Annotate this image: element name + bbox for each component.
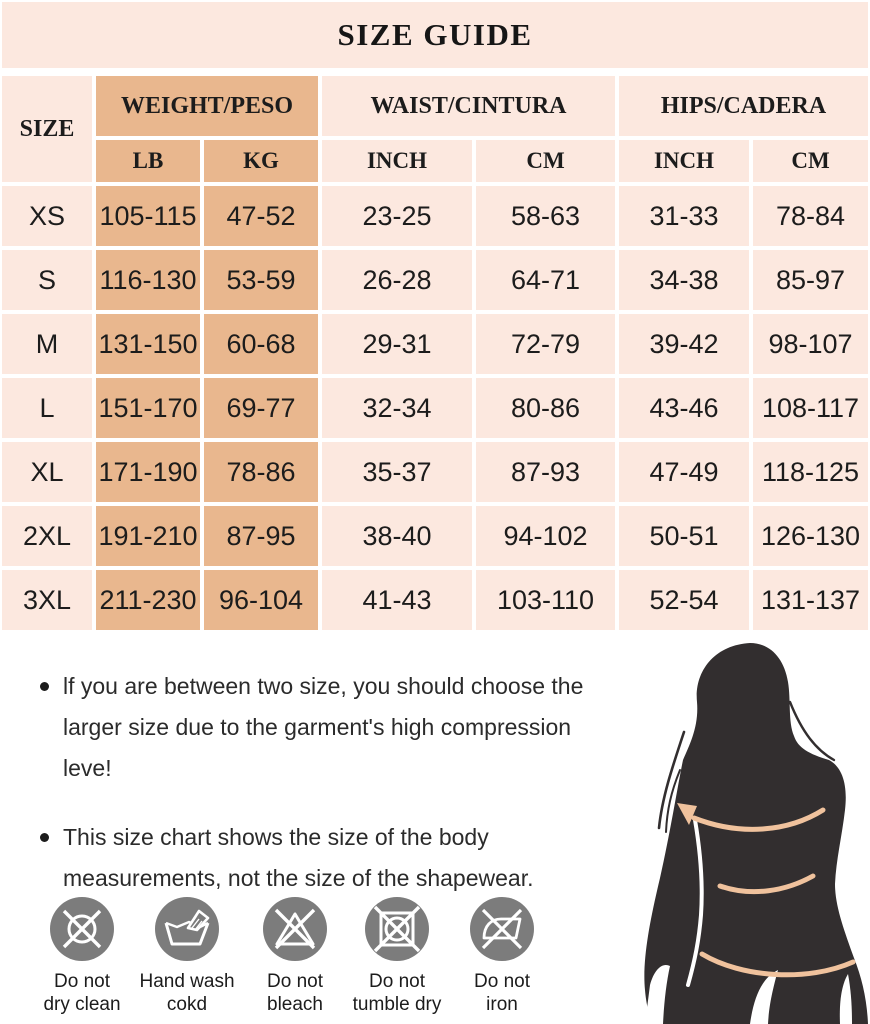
care-label: Hand wash cokd <box>139 971 235 1015</box>
care-item: Do not iron <box>447 897 557 1016</box>
note-item: This size chart shows the size of the bo… <box>38 817 613 899</box>
table-cell-size: L <box>2 378 92 438</box>
care-item: Do not dry clean <box>27 897 137 1016</box>
table-cell-kg: 53-59 <box>204 250 318 310</box>
table-cell-kg: 47-52 <box>204 186 318 246</box>
table-cell-size: M <box>2 314 92 374</box>
table-cell-kg: 96-104 <box>204 570 318 630</box>
title-band: SIZE GUIDE <box>2 2 868 68</box>
note-item: lf you are between two size, you should … <box>38 666 613 789</box>
hand-wash-icon <box>155 897 219 961</box>
subheader-waist-inch: INCH <box>322 140 472 182</box>
bullet-dot <box>40 833 49 842</box>
table-cell-hips-cm: 98-107 <box>753 314 868 374</box>
table-cell-waist-cm: 80-86 <box>476 378 615 438</box>
table-cell-kg: 87-95 <box>204 506 318 566</box>
do-not-iron-icon <box>470 897 534 961</box>
table-cell-hips-cm: 85-97 <box>753 250 868 310</box>
subheader-waist-cm: CM <box>476 140 615 182</box>
note-text: This size chart shows the size of the bo… <box>63 824 534 891</box>
care-item: Hand wash cokd <box>132 897 242 1016</box>
table-cell-hips-inch: 31-33 <box>619 186 749 246</box>
table-cell-hips-inch: 52-54 <box>619 570 749 630</box>
arc-arrowhead <box>677 803 697 825</box>
table-cell-waist-cm: 72-79 <box>476 314 615 374</box>
note-text: lf you are between two size, you should … <box>63 673 584 781</box>
hips-measure-arc <box>699 951 856 978</box>
table-cell-size: S <box>2 250 92 310</box>
subheader-lb: LB <box>96 140 200 182</box>
subheader-hips-inch: INCH <box>619 140 749 182</box>
table-cell-hips-cm: 131-137 <box>753 570 868 630</box>
do-not-dry-clean-icon <box>50 897 114 961</box>
table-cell-size: XS <box>2 186 92 246</box>
table-cell-lb: 131-150 <box>96 314 200 374</box>
care-item: Do not bleach <box>240 897 350 1016</box>
table-cell-hips-cm: 108-117 <box>753 378 868 438</box>
table-cell-waist-inch: 23-25 <box>322 186 472 246</box>
table-cell-lb: 151-170 <box>96 378 200 438</box>
table-cell-size: 3XL <box>2 570 92 630</box>
column-header-waist: WAIST/CINTURA <box>322 76 615 136</box>
table-cell-waist-cm: 94-102 <box>476 506 615 566</box>
table-cell-hips-inch: 50-51 <box>619 506 749 566</box>
subheader-kg: KG <box>204 140 318 182</box>
subheader-hips-cm: CM <box>753 140 868 182</box>
table-cell-hips-cm: 126-130 <box>753 506 868 566</box>
bust-measure-arc <box>691 807 826 832</box>
table-cell-waist-inch: 32-34 <box>322 378 472 438</box>
table-cell-waist-cm: 64-71 <box>476 250 615 310</box>
table-cell-waist-cm: 87-93 <box>476 442 615 502</box>
table-cell-waist-cm: 103-110 <box>476 570 615 630</box>
table-cell-waist-inch: 41-43 <box>322 570 472 630</box>
care-label: Do not dry clean <box>43 971 121 1015</box>
table-cell-lb: 105-115 <box>96 186 200 246</box>
bullet-dot <box>40 682 49 691</box>
care-label: Do not tumble dry <box>352 971 442 1015</box>
body-silhouette-illustration <box>644 643 868 1024</box>
page-title: SIZE GUIDE <box>337 17 533 52</box>
table-cell-kg: 78-86 <box>204 442 318 502</box>
care-label: Do not iron <box>474 971 530 1015</box>
table-cell-waist-inch: 38-40 <box>322 506 472 566</box>
care-item: Do not tumble dry <box>342 897 452 1016</box>
notes-section: lf you are between two size, you should … <box>38 666 613 927</box>
waist-measure-arc <box>717 873 816 895</box>
table-cell-waist-inch: 29-31 <box>322 314 472 374</box>
table-cell-size: 2XL <box>2 506 92 566</box>
column-header-weight: WEIGHT/PESO <box>96 76 318 136</box>
care-label: Do not bleach <box>267 971 323 1015</box>
do-not-tumble-dry-icon <box>365 897 429 961</box>
table-cell-lb: 211-230 <box>96 570 200 630</box>
do-not-bleach-icon <box>263 897 327 961</box>
table-cell-kg: 60-68 <box>204 314 318 374</box>
table-cell-lb: 171-190 <box>96 442 200 502</box>
table-cell-hips-inch: 43-46 <box>619 378 749 438</box>
table-cell-waist-cm: 58-63 <box>476 186 615 246</box>
care-instructions: Do not dry clean Hand wash cokd Do not b… <box>0 897 600 1024</box>
table-cell-lb: 116-130 <box>96 250 200 310</box>
size-guide-table: SIZE WEIGHT/PESO WAIST/CINTURA HIPS/CADE… <box>2 76 868 630</box>
table-cell-kg: 69-77 <box>204 378 318 438</box>
table-cell-hips-cm: 118-125 <box>753 442 868 502</box>
table-cell-hips-inch: 47-49 <box>619 442 749 502</box>
table-cell-hips-inch: 39-42 <box>619 314 749 374</box>
table-cell-hips-inch: 34-38 <box>619 250 749 310</box>
table-cell-waist-inch: 26-28 <box>322 250 472 310</box>
table-cell-size: XL <box>2 442 92 502</box>
column-header-size: SIZE <box>2 76 92 182</box>
table-cell-hips-cm: 78-84 <box>753 186 868 246</box>
table-cell-waist-inch: 35-37 <box>322 442 472 502</box>
table-cell-lb: 191-210 <box>96 506 200 566</box>
column-header-hips: HIPS/CADERA <box>619 76 868 136</box>
